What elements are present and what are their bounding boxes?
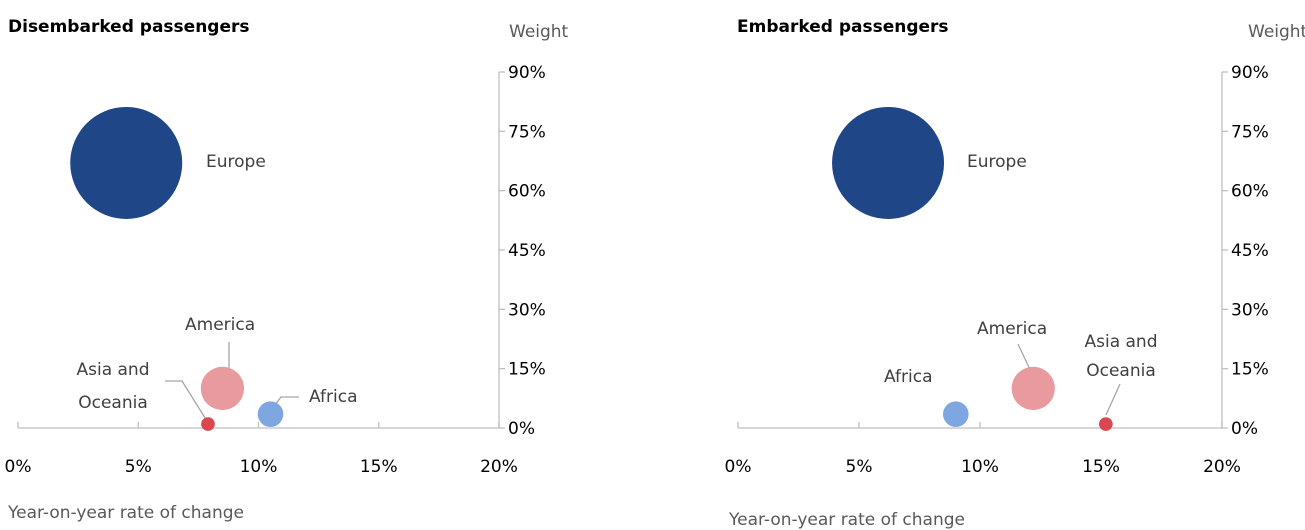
y-tick-label: 30% (1231, 300, 1269, 320)
tick-labels: 0% 5% 10% 15% 20% 0% 15% 30% 45% 60% 75% 90% (5, 63, 546, 477)
x-tick-label: 10% (240, 457, 278, 477)
bubble-america (200, 366, 245, 411)
y-tick-label: 15% (508, 360, 546, 380)
bubble-africa (943, 401, 969, 427)
x-tick-label: 0% (725, 457, 752, 477)
x-axis-title: Year-on-year rate of change (7, 503, 244, 523)
axes (17, 71, 505, 429)
x-tick-label: 0% (5, 457, 32, 477)
bubble-europe (70, 106, 183, 219)
x-tick-label: 20% (1203, 457, 1241, 477)
y-tick-label: 0% (1231, 419, 1258, 439)
y-tick-label: 90% (1231, 63, 1269, 83)
bubble-america (1011, 366, 1055, 411)
y-tick-label: 0% (508, 419, 535, 439)
bubble-africa (257, 401, 284, 427)
y-tick-label: 75% (1231, 122, 1269, 142)
x-tick-label: 5% (125, 457, 152, 477)
x-tick-label: 15% (360, 457, 398, 477)
y-tick-label: 90% (508, 63, 546, 83)
y-tick-label: 45% (508, 241, 546, 261)
bubble-label-asia-oceania-line1: Asia and (76, 360, 149, 380)
bubble-label-europe: Europe (206, 152, 266, 172)
y-tick-label: 75% (508, 122, 546, 142)
y-tick-label: 15% (1231, 360, 1269, 380)
leader-line-asia-oceania (165, 380, 208, 422)
y-tick-label: 60% (1231, 182, 1269, 202)
y-axis-title: Weight (509, 22, 569, 42)
y-tick-label: 45% (1231, 241, 1269, 261)
y-tick-label: 30% (508, 300, 546, 320)
bubble-label-america: America (977, 319, 1047, 339)
bubble-label-africa: Africa (309, 387, 358, 407)
chart-title: Embarked passengers (737, 17, 949, 37)
bubble-asia-oceania (201, 417, 215, 431)
y-tick-label: 60% (508, 182, 546, 202)
x-tick-label: 10% (961, 457, 999, 477)
x-axis-title: Year-on-year rate of change (728, 510, 965, 530)
bubble-label-europe: Europe (967, 152, 1027, 172)
leader-line-asia-oceania (1105, 383, 1121, 416)
bubble-label-asia-oceania-line2: Oceania (78, 393, 148, 413)
bubble-europe (832, 106, 945, 219)
bubble-label-asia-oceania-line1: Asia and (1084, 332, 1157, 352)
axes (737, 71, 1228, 429)
chart-embarked: Embarked passengers Weight Year-on-year … (725, 17, 1305, 530)
x-tick-label: 15% (1082, 457, 1120, 477)
y-axis-title: Weight (1248, 22, 1305, 42)
x-tick-label: 20% (480, 457, 518, 477)
chart-title: Disembarked passengers (8, 17, 250, 37)
bubble-label-africa: Africa (884, 367, 933, 387)
tick-labels: 0% 5% 10% 15% 20% 0% 15% 30% 45% 60% 75% 90% (725, 63, 1269, 477)
bubble-label-america: America (185, 315, 255, 335)
chart-disembarked: Disembarked passengers Weight Year-on-ye… (5, 17, 569, 523)
x-tick-label: 5% (846, 457, 873, 477)
bubble-asia-oceania (1098, 417, 1113, 431)
bubble-label-asia-oceania-line2: Oceania (1086, 361, 1156, 381)
